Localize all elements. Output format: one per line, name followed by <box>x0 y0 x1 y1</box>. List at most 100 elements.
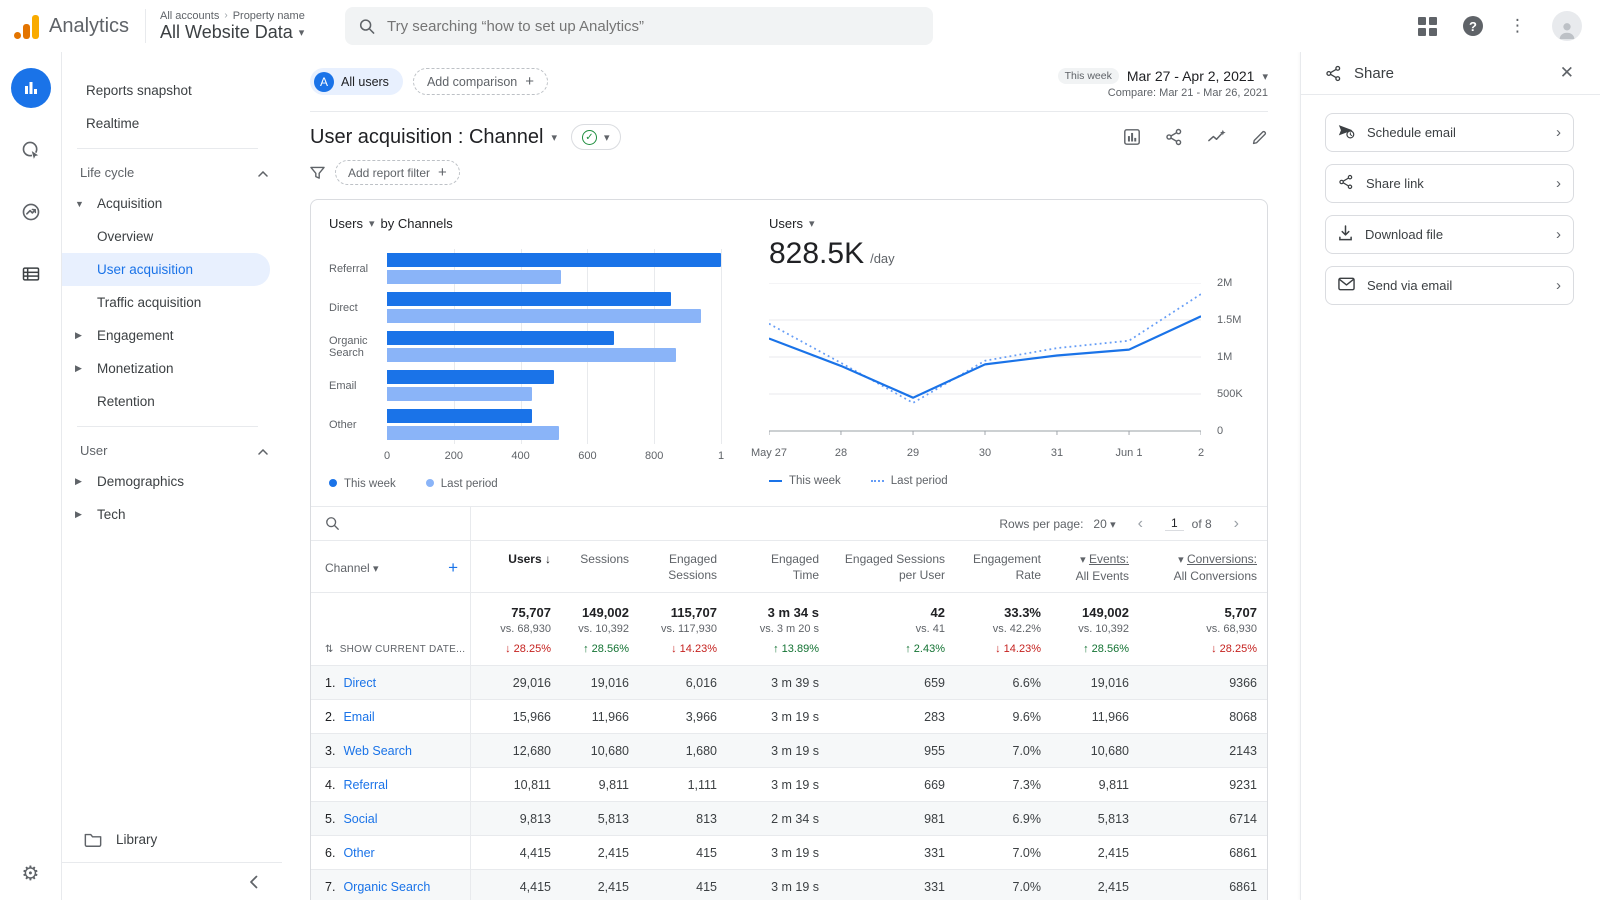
sidebar-item-traffic-acquisition[interactable]: Traffic acquisition <box>97 295 202 310</box>
column-header-engaged[interactable]: Engaged Sessions <box>668 552 717 582</box>
column-header-engagement[interactable]: Engagement Rate <box>972 552 1041 582</box>
metric-cell: 5,813 <box>561 802 639 835</box>
section-label: User <box>80 442 108 458</box>
sidebar-item-demographics[interactable]: ▶ Demographics <box>62 465 282 498</box>
share-option-send-via-email[interactable]: Send via email › <box>1325 266 1574 305</box>
users-by-channel-bar-chart: Users ▾ by Channels Referral Direct Organi… <box>329 216 724 490</box>
bar-last-period[interactable] <box>387 426 559 440</box>
share-option-share-link[interactable]: Share link › <box>1325 164 1574 203</box>
sidebar-item-monetization[interactable]: ▶ Monetization <box>62 352 282 385</box>
explore-icon[interactable] <box>11 130 51 170</box>
metric-cell: 19,016 <box>561 666 639 699</box>
close-icon[interactable]: ✕ <box>1559 63 1574 82</box>
user-avatar[interactable] <box>1552 11 1582 41</box>
column-header-engaged[interactable]: Engaged Time <box>770 552 819 582</box>
advertising-icon[interactable] <box>11 192 51 232</box>
column-header-channel[interactable]: Channel ▾ + <box>311 541 471 592</box>
channel-link[interactable]: Organic Search <box>343 879 431 894</box>
bar-category-label: Other <box>329 418 357 431</box>
sidebar-item-engagement[interactable]: ▶ Engagement <box>62 319 282 352</box>
configure-icon[interactable] <box>11 254 51 294</box>
metric-cell: 415 <box>639 870 727 900</box>
big-number-unit: /day <box>870 251 895 266</box>
sidebar-item-user-acquisition[interactable]: User acquisition <box>62 253 270 286</box>
bar-last-period[interactable] <box>387 348 676 362</box>
prev-page-icon[interactable]: ‹ <box>1137 514 1143 532</box>
bar-this-week[interactable] <box>387 409 533 423</box>
table-search[interactable] <box>311 507 471 540</box>
all-users-chip[interactable]: A All users <box>310 68 403 95</box>
column-header-conversions-[interactable]: ▾ Conversions: All Conversions <box>1173 552 1257 583</box>
share-option-download-file[interactable]: Download file › <box>1325 215 1574 254</box>
column-header-engaged-sessions[interactable]: Engaged Sessions per User <box>844 552 945 582</box>
next-page-icon[interactable]: › <box>1233 514 1239 532</box>
report-snapshot-icon[interactable] <box>1123 128 1141 146</box>
bar-last-period[interactable] <box>387 270 561 284</box>
more-vert-icon[interactable]: ⋮ <box>1509 16 1526 35</box>
table-row: 6. Other 4,415 2,415 415 3 m 19 s 331 7.0% 2,415… <box>311 836 1267 870</box>
edit-icon[interactable] <box>1251 129 1268 146</box>
breadcrumb-all-accounts[interactable]: All accounts <box>160 9 220 22</box>
line-metric-selector[interactable]: Users <box>769 216 803 231</box>
sidebar-item-tech[interactable]: ▶ Tech <box>62 498 282 531</box>
breadcrumb-property-name[interactable]: Property name <box>232 9 305 22</box>
property-selector[interactable]: All Website Data <box>160 21 293 42</box>
search-input[interactable] <box>386 17 919 35</box>
collapse-sidebar-icon[interactable] <box>249 875 258 889</box>
metric-cell: 10,811 <box>513 777 551 792</box>
channel-link[interactable]: Email <box>343 709 375 724</box>
column-header-sessions[interactable]: Sessions <box>580 552 629 566</box>
nav-section-life-cycle[interactable]: Life cycle <box>62 157 282 187</box>
data-quality-pill[interactable]: ✓ ▾ <box>571 124 621 150</box>
channel-link[interactable]: Referral <box>343 777 388 792</box>
bar-this-week[interactable] <box>387 370 554 384</box>
line-chart-plot[interactable] <box>768 282 1202 436</box>
report-card: Users ▾ by Channels Referral Direct Organi… <box>310 199 1268 900</box>
page-number-input[interactable]: 1 <box>1164 516 1184 531</box>
metric-cell: 6861 <box>1229 845 1257 860</box>
channel-link[interactable]: Social <box>343 811 378 826</box>
metric-cell: 4,415 <box>471 870 561 900</box>
bar-last-period[interactable] <box>387 309 701 323</box>
bar-group-referral <box>387 249 721 288</box>
sidebar-item-reports-snapshot[interactable]: Reports snapshot <box>86 83 192 98</box>
share-report-icon[interactable] <box>1165 128 1183 146</box>
compare-range-value: Mar 21 - Mar 26, 2021 <box>1159 87 1268 99</box>
show-current-date-toggle[interactable]: ⇅ SHOW CURRENT DATE... <box>311 593 471 665</box>
date-range-picker[interactable]: This week Mar 27 - Apr 2, 2021 ▾ Compare… <box>1057 68 1268 99</box>
account-breadcrumb[interactable]: All accounts › Property name All Website… <box>160 10 305 43</box>
add-report-filter-chip[interactable]: Add report filter + <box>335 160 460 185</box>
section-label: Life cycle <box>80 164 135 180</box>
nav-section-user[interactable]: User <box>62 435 282 465</box>
reports-icon[interactable] <box>10 68 51 108</box>
help-icon[interactable]: ? <box>1463 16 1483 36</box>
sidebar-item-acquisition[interactable]: ▼ Acquisition <box>62 187 282 220</box>
channel-link[interactable]: Web Search <box>343 743 412 758</box>
sidebar-item-overview[interactable]: Overview <box>97 229 154 244</box>
bar-this-week[interactable] <box>387 292 671 306</box>
global-search[interactable] <box>344 7 933 45</box>
chevron-down-icon[interactable]: ▾ <box>551 131 557 144</box>
rows-per-page-select[interactable]: 20 ▾ <box>1093 516 1116 531</box>
column-header-users[interactable]: Users ↓ <box>508 552 551 566</box>
share-option-schedule-email[interactable]: Schedule email › <box>1325 113 1574 152</box>
sidebar-item-realtime[interactable]: Realtime <box>86 116 140 131</box>
bar-metric-selector[interactable]: Users <box>329 216 363 231</box>
metric-cell: 10,680 <box>1051 734 1139 767</box>
sidebar-item-library[interactable]: Library <box>62 822 282 856</box>
sidebar-item-retention[interactable]: Retention <box>97 394 155 409</box>
column-header-events-[interactable]: ▾ Events: All Events <box>1075 552 1129 583</box>
bar-this-week[interactable] <box>387 253 721 267</box>
row-rank: 4. <box>325 777 336 792</box>
bar-this-week[interactable] <box>387 331 615 345</box>
channel-link[interactable]: Other <box>343 845 375 860</box>
add-dimension-icon[interactable]: + <box>448 557 458 577</box>
channel-link[interactable]: Direct <box>343 675 377 690</box>
metric-cell: 669 <box>924 777 945 792</box>
add-comparison-chip[interactable]: Add comparison + <box>412 68 549 95</box>
apps-grid-icon[interactable] <box>1418 16 1437 36</box>
bar-last-period[interactable] <box>387 387 533 401</box>
insights-icon[interactable] <box>1207 128 1227 146</box>
line-y-tick: 500K <box>1217 388 1243 400</box>
admin-gear-icon[interactable]: ⚙ <box>21 863 40 885</box>
